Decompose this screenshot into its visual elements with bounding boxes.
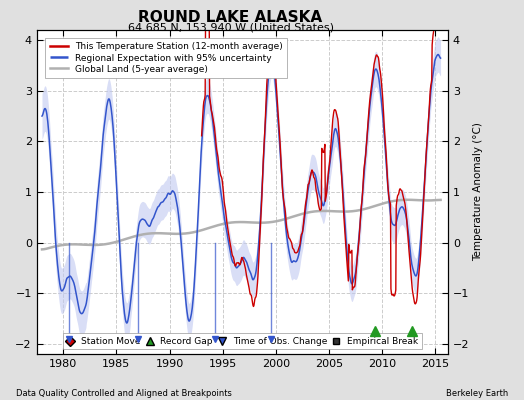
Y-axis label: Temperature Anomaly (°C): Temperature Anomaly (°C) bbox=[474, 122, 484, 262]
Text: Berkeley Earth: Berkeley Earth bbox=[446, 389, 508, 398]
Text: ROUND LAKE ALASKA: ROUND LAKE ALASKA bbox=[138, 10, 323, 25]
Legend: Station Move, Record Gap, Time of Obs. Change, Empirical Break: Station Move, Record Gap, Time of Obs. C… bbox=[63, 333, 422, 350]
Text: Data Quality Controlled and Aligned at Breakpoints: Data Quality Controlled and Aligned at B… bbox=[16, 389, 232, 398]
Text: 64.685 N, 153.940 W (United States): 64.685 N, 153.940 W (United States) bbox=[127, 22, 334, 32]
